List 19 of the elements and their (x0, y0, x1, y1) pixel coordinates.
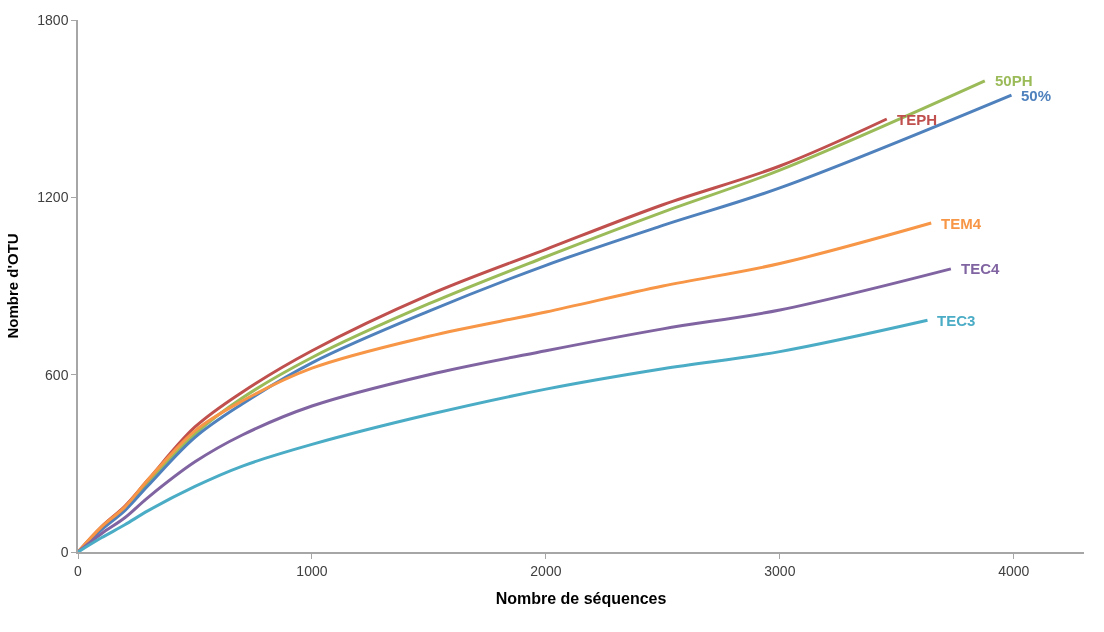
y-tick-label: 1800 (37, 11, 69, 28)
x-tick-label: 0 (74, 562, 83, 579)
series-label: TEC3 (937, 312, 976, 329)
y-tick-label: 1200 (37, 189, 69, 206)
x-tick-label: 3000 (764, 562, 796, 579)
line-series (78, 318, 929, 552)
series-label: TEPH (897, 111, 938, 128)
series-label: TEC4 (961, 260, 1000, 277)
line-series (78, 221, 933, 552)
x-tick-label: 1000 (296, 562, 328, 579)
x-axis-title: Nombre de séquences (495, 589, 667, 607)
y-tick-label: 0 (60, 543, 69, 560)
series-label: 50% (1021, 87, 1052, 104)
y-tick-label: 600 (45, 366, 69, 383)
x-tick-label: 4000 (998, 562, 1030, 579)
series-label: 50PH (995, 72, 1033, 89)
y-axis-title: Nombre d'OTU (4, 233, 22, 339)
x-tick-label: 2000 (530, 562, 562, 579)
series-label: TEM4 (941, 215, 982, 232)
